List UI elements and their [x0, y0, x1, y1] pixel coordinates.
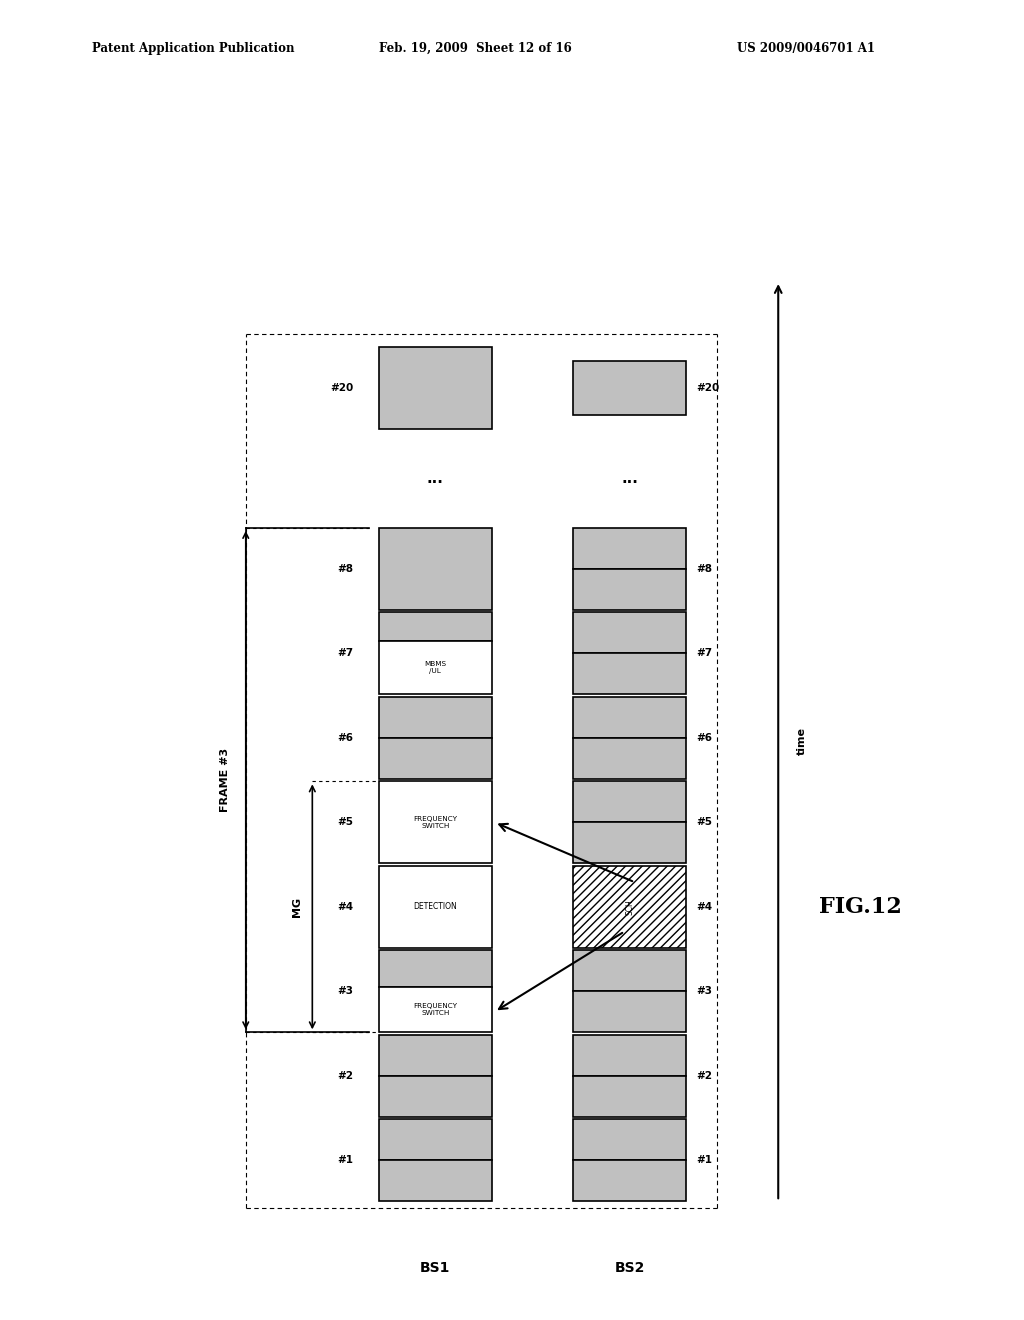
Text: Feb. 19, 2009  Sheet 12 of 16: Feb. 19, 2009 Sheet 12 of 16: [379, 42, 571, 55]
Text: #20: #20: [696, 383, 720, 393]
Text: #3: #3: [337, 986, 353, 997]
Text: #7: #7: [337, 648, 353, 659]
Text: #7: #7: [696, 648, 713, 659]
Text: FIG.12: FIG.12: [819, 896, 901, 917]
Text: #5: #5: [337, 817, 353, 828]
Text: ...: ...: [427, 471, 443, 486]
Text: #6: #6: [337, 733, 353, 743]
Text: #4: #4: [337, 902, 353, 912]
Text: #20: #20: [330, 383, 353, 393]
Bar: [379, 1076, 492, 1117]
Text: Patent Application Publication: Patent Application Publication: [92, 42, 295, 55]
Bar: [379, 1119, 492, 1160]
Bar: [573, 569, 686, 610]
Bar: [379, 781, 492, 863]
Bar: [573, 991, 686, 1032]
Bar: [573, 781, 686, 822]
Text: US 2009/0046701 A1: US 2009/0046701 A1: [737, 42, 876, 55]
Text: DETECTION: DETECTION: [414, 903, 457, 911]
Text: #2: #2: [337, 1071, 353, 1081]
Bar: [573, 697, 686, 738]
Bar: [379, 738, 492, 779]
Text: time: time: [797, 727, 807, 755]
Text: #5: #5: [696, 817, 713, 828]
Bar: [573, 1035, 686, 1076]
Bar: [573, 1119, 686, 1160]
Bar: [379, 697, 492, 738]
Bar: [379, 612, 492, 642]
Bar: [573, 1160, 686, 1201]
Bar: [573, 822, 686, 863]
Text: ...: ...: [622, 471, 638, 486]
Bar: [379, 642, 492, 694]
Text: BS1: BS1: [420, 1261, 451, 1275]
Text: MG: MG: [292, 896, 302, 917]
Bar: [379, 1160, 492, 1201]
Text: #6: #6: [696, 733, 713, 743]
Bar: [573, 362, 686, 414]
Bar: [573, 950, 686, 991]
Text: #4: #4: [696, 902, 713, 912]
Text: FRAME #3: FRAME #3: [220, 748, 230, 812]
Bar: [573, 866, 686, 948]
Bar: [573, 1076, 686, 1117]
Bar: [379, 1035, 492, 1076]
Bar: [379, 950, 492, 987]
Text: FREQUENCY
SWITCH: FREQUENCY SWITCH: [414, 816, 457, 829]
Text: #3: #3: [696, 986, 713, 997]
Bar: [573, 528, 686, 569]
Text: #1: #1: [696, 1155, 713, 1166]
Text: #8: #8: [696, 564, 713, 574]
Text: BS2: BS2: [614, 1261, 645, 1275]
Bar: [379, 987, 492, 1032]
Bar: [379, 347, 492, 429]
Text: FREQUENCY
SWITCH: FREQUENCY SWITCH: [414, 1003, 457, 1016]
Bar: [573, 653, 686, 694]
Bar: [379, 528, 492, 610]
Bar: [573, 612, 686, 653]
Text: MBMS
/UL: MBMS /UL: [424, 661, 446, 675]
Text: SCH: SCH: [626, 899, 634, 915]
Text: #2: #2: [696, 1071, 713, 1081]
Text: #1: #1: [337, 1155, 353, 1166]
Bar: [379, 866, 492, 948]
Text: #8: #8: [337, 564, 353, 574]
Bar: [573, 738, 686, 779]
